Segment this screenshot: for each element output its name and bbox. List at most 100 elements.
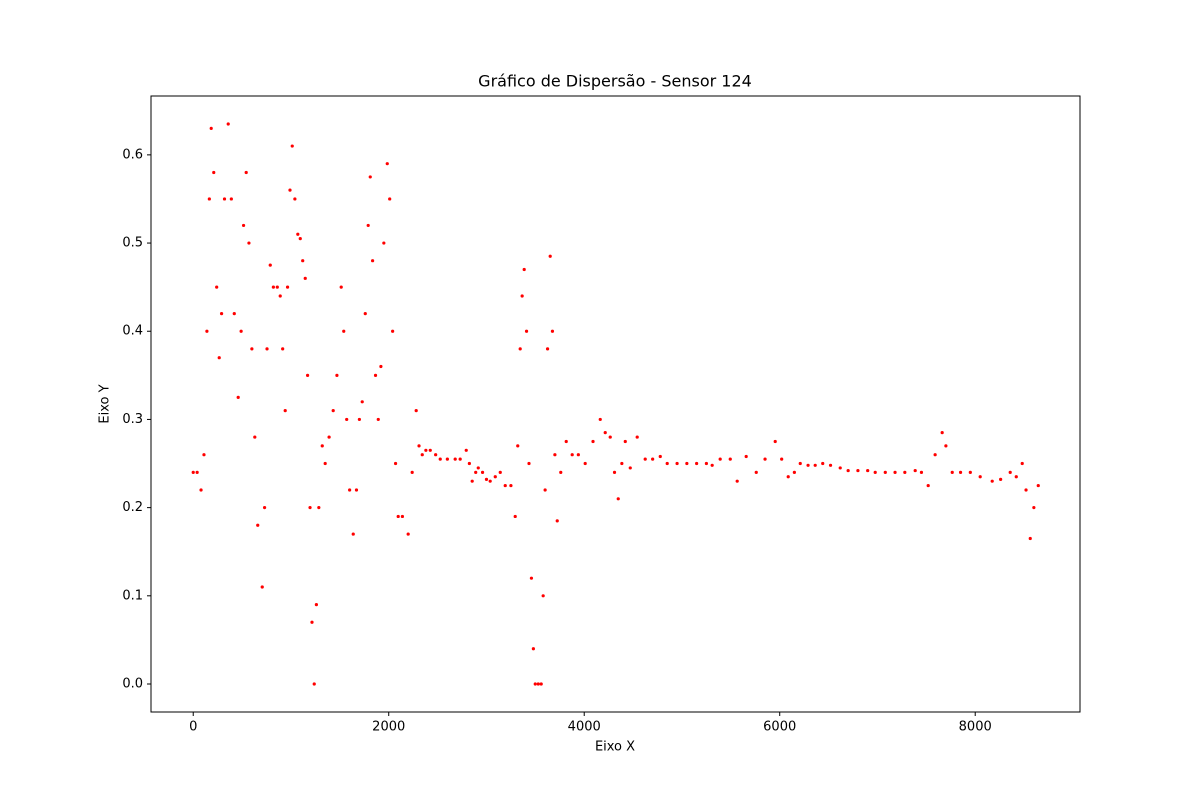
point	[327, 435, 331, 439]
point	[476, 466, 480, 470]
point	[990, 479, 994, 483]
y-tick-label: 0.2	[122, 500, 143, 515]
point	[608, 435, 612, 439]
point	[296, 232, 300, 236]
point	[695, 461, 699, 466]
point	[548, 254, 552, 258]
point	[293, 197, 297, 201]
point	[458, 457, 462, 461]
point	[368, 175, 372, 179]
point	[576, 453, 580, 457]
point	[420, 453, 424, 457]
point	[527, 461, 531, 466]
point	[205, 329, 209, 333]
point	[1008, 470, 1012, 474]
point	[603, 431, 607, 435]
point	[268, 263, 272, 267]
point	[704, 461, 709, 466]
point	[385, 162, 389, 166]
point	[806, 463, 810, 467]
point	[323, 461, 327, 466]
point	[513, 514, 517, 519]
point	[285, 285, 290, 289]
point	[376, 417, 380, 422]
point	[488, 479, 492, 483]
point	[873, 470, 877, 474]
point	[780, 457, 784, 461]
point	[434, 453, 438, 457]
point	[591, 439, 595, 444]
chart-title: Gráfico de Dispersão - Sensor 124	[478, 72, 752, 91]
point	[480, 470, 485, 474]
point	[524, 329, 529, 333]
point	[919, 470, 924, 474]
point	[550, 329, 555, 333]
point	[417, 444, 421, 448]
point	[786, 475, 790, 479]
point	[583, 461, 587, 466]
point	[710, 463, 714, 467]
point	[351, 532, 355, 536]
point	[893, 470, 897, 474]
point	[553, 453, 557, 457]
point	[1020, 461, 1024, 466]
point	[470, 479, 474, 483]
point	[250, 347, 254, 351]
point	[236, 395, 240, 399]
point	[253, 435, 257, 439]
point	[191, 470, 195, 474]
point	[484, 477, 489, 482]
point	[222, 197, 227, 201]
point	[944, 444, 948, 448]
point	[400, 514, 405, 519]
point	[665, 461, 669, 466]
point	[202, 453, 206, 457]
point	[363, 312, 367, 316]
point	[288, 188, 292, 192]
point	[773, 439, 777, 444]
point	[559, 470, 563, 474]
point	[339, 285, 343, 289]
point	[414, 409, 418, 413]
y-tick-label: 0.5	[122, 236, 143, 251]
point	[821, 461, 825, 466]
point	[866, 468, 870, 473]
point	[308, 506, 312, 510]
y-tick-label: 0.4	[122, 324, 143, 339]
point	[958, 470, 963, 474]
point	[933, 453, 937, 457]
point	[370, 259, 375, 263]
point	[382, 241, 386, 245]
point	[555, 519, 559, 523]
point	[612, 470, 617, 474]
point	[241, 223, 246, 228]
point	[718, 457, 722, 461]
point	[531, 647, 535, 651]
point	[262, 506, 267, 510]
point	[1014, 475, 1018, 479]
x-tick-label: 8000	[959, 720, 992, 735]
point	[598, 417, 602, 422]
point	[244, 170, 248, 175]
point	[373, 373, 378, 377]
point	[798, 461, 802, 466]
point	[846, 468, 850, 473]
point	[903, 470, 907, 474]
point	[335, 373, 339, 377]
y-axis-label: Eixo Y	[98, 384, 113, 423]
point	[543, 488, 547, 492]
point	[207, 197, 211, 201]
point	[503, 483, 507, 488]
point	[360, 400, 364, 404]
point	[828, 463, 833, 467]
point	[675, 461, 679, 466]
point	[728, 457, 732, 461]
point	[393, 461, 398, 466]
point	[1032, 506, 1036, 510]
point	[281, 347, 285, 351]
point	[215, 285, 219, 289]
point	[342, 329, 346, 333]
y-tick-label: 0.1	[122, 588, 143, 603]
